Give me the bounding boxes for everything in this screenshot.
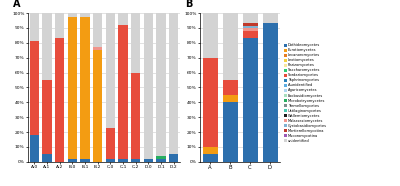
Bar — [42, 13, 52, 80]
Bar — [68, 159, 77, 162]
Bar — [93, 13, 102, 47]
Bar — [222, 95, 238, 102]
Bar — [42, 80, 52, 154]
Bar — [202, 147, 218, 154]
Bar — [202, 154, 218, 162]
Bar — [131, 159, 140, 162]
Bar — [262, 13, 278, 23]
Bar — [55, 38, 64, 162]
Bar — [222, 13, 238, 80]
Text: A: A — [13, 0, 20, 9]
Bar — [93, 50, 102, 162]
Text: B: B — [186, 0, 193, 9]
Bar — [222, 80, 238, 95]
Bar — [80, 13, 90, 17]
Bar — [222, 102, 238, 162]
Bar — [169, 154, 178, 162]
Bar — [80, 17, 90, 159]
Bar — [106, 128, 115, 159]
Bar — [55, 13, 64, 38]
Bar — [106, 13, 115, 128]
Bar — [118, 13, 128, 25]
Bar — [118, 159, 128, 162]
Bar — [242, 38, 258, 162]
Bar — [202, 58, 218, 147]
Bar — [242, 31, 258, 38]
Bar — [242, 26, 258, 28]
Bar — [131, 13, 140, 73]
Bar — [169, 13, 178, 154]
Bar — [42, 154, 52, 162]
Bar — [131, 73, 140, 159]
Bar — [118, 25, 128, 159]
Bar — [93, 47, 102, 50]
Bar — [106, 159, 115, 162]
Bar — [30, 135, 39, 162]
Bar — [144, 159, 153, 162]
Bar — [80, 159, 90, 162]
Bar — [242, 13, 258, 23]
Bar — [144, 13, 153, 159]
Bar — [242, 28, 258, 31]
Bar — [30, 13, 39, 41]
Legend: Dothideomycetes, Eurotiomycetes, Lecanoromycetes, Leotiomycetes, Pezizomycetes, : Dothideomycetes, Eurotiomycetes, Lecanor… — [284, 43, 327, 143]
Bar — [156, 13, 166, 156]
Bar — [156, 156, 166, 159]
Bar — [68, 17, 77, 159]
Bar — [30, 41, 39, 135]
Bar — [262, 23, 278, 162]
Bar — [242, 23, 258, 26]
Bar — [68, 13, 77, 17]
Bar — [202, 13, 218, 58]
Bar — [156, 159, 166, 162]
